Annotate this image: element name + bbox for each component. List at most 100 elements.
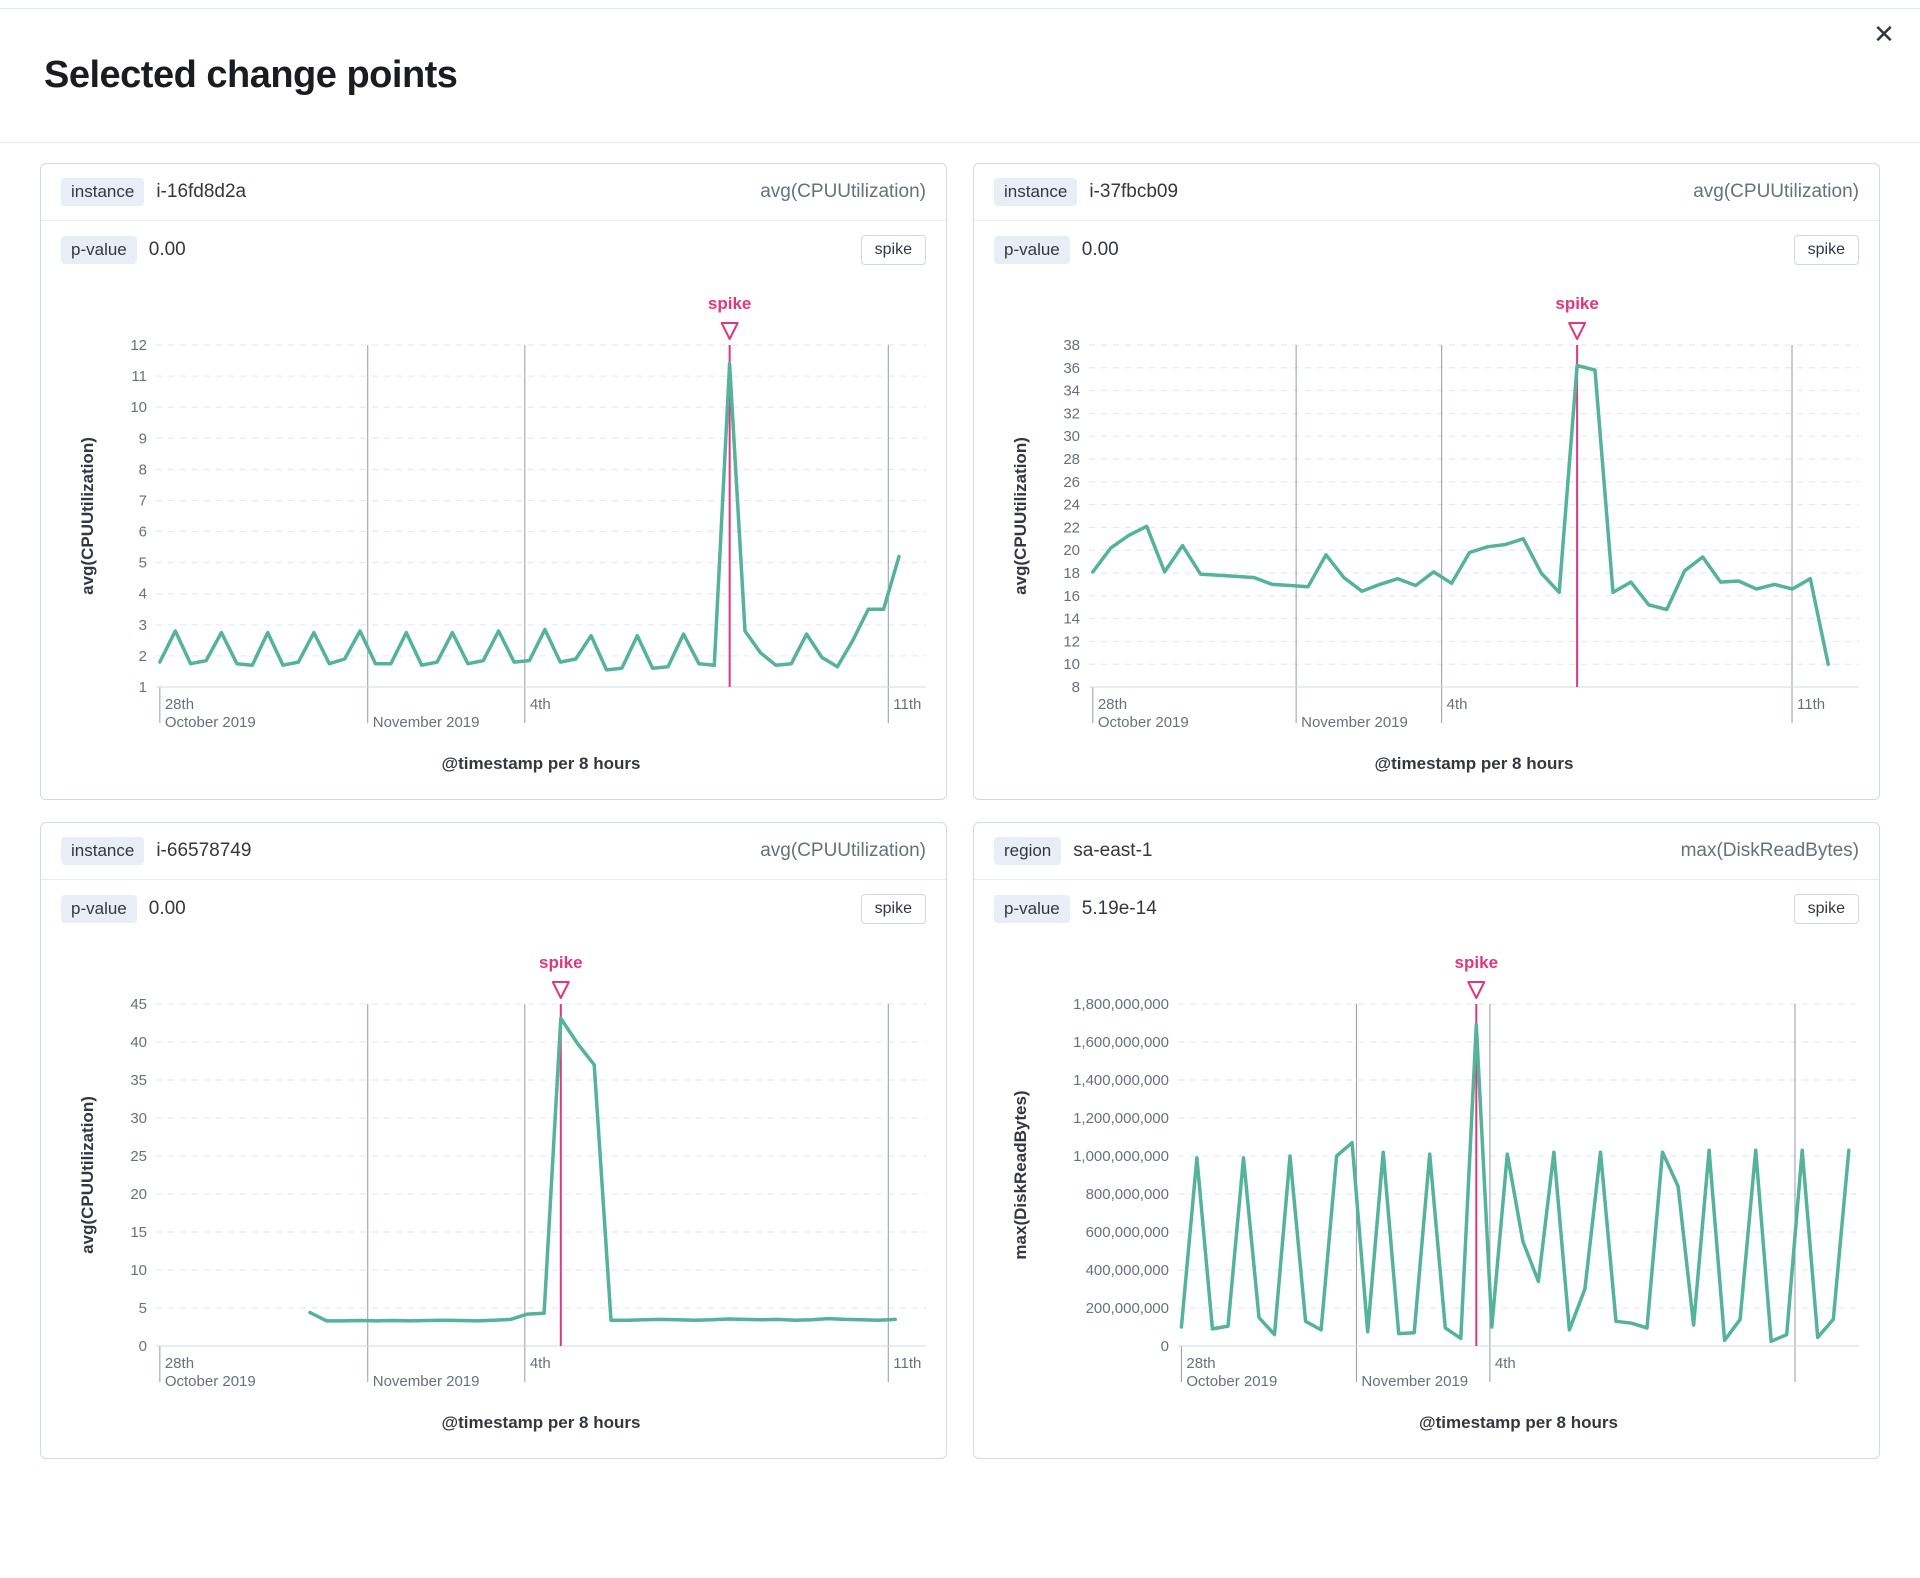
panel-header: instance i-37fbcb09 avg(CPUUtilization) — [974, 164, 1879, 221]
change-type-badge: spike — [860, 235, 926, 265]
svg-text:@timestamp per 8 hours: @timestamp per 8 hours — [442, 1413, 641, 1432]
modal-header: Selected change points — [0, 9, 1920, 143]
svg-text:40: 40 — [130, 1034, 147, 1051]
svg-text:24: 24 — [1063, 497, 1080, 514]
svg-text:October 2019: October 2019 — [165, 714, 256, 731]
pvalue-badge: p-value — [61, 235, 137, 265]
change-point-panel-4: region sa-east-1 max(DiskReadBytes) p-va… — [973, 822, 1880, 1459]
svg-text:November 2019: November 2019 — [1301, 714, 1408, 731]
page-top-edge — [0, 0, 1920, 9]
chart-instance-i-37fbcb09[interactable]: 38 36 34 32 30 28 26 24 22 20 18 16 14 12 10 8 28th Octob… — [974, 279, 1879, 789]
svg-text:October 2019: October 2019 — [1098, 714, 1189, 731]
field-badge: region — [994, 836, 1062, 866]
change-point-panel-3: instance i-66578749 avg(CPUUtilization) … — [40, 822, 947, 1459]
svg-text:28th: 28th — [165, 1355, 194, 1372]
panel-subheader: p-value 0.00 spike — [41, 221, 946, 279]
svg-text:@timestamp per 8 hours: @timestamp per 8 hours — [442, 754, 641, 773]
field-badge: instance — [61, 177, 145, 207]
svg-text:4: 4 — [139, 586, 147, 603]
svg-text:14: 14 — [1063, 611, 1080, 628]
svg-text:22: 22 — [1063, 519, 1080, 536]
field-badge: instance — [61, 836, 145, 866]
svg-text:@timestamp per 8 hours: @timestamp per 8 hours — [1419, 1413, 1618, 1432]
svg-text:16: 16 — [1063, 588, 1080, 605]
svg-text:3: 3 — [139, 617, 147, 634]
svg-text:5: 5 — [139, 555, 147, 572]
svg-text:28: 28 — [1063, 451, 1080, 468]
svg-text:0: 0 — [1161, 1338, 1169, 1355]
pvalue-value: 0.00 — [1081, 239, 1119, 260]
svg-text:spike: spike — [1455, 953, 1498, 972]
svg-text:1,600,000,000: 1,600,000,000 — [1073, 1034, 1169, 1051]
svg-text:200,000,000: 200,000,000 — [1086, 1300, 1169, 1317]
svg-text:600,000,000: 600,000,000 — [1086, 1224, 1169, 1241]
svg-text:spike: spike — [1555, 294, 1598, 313]
svg-text:November 2019: November 2019 — [373, 714, 480, 731]
field-value: i-37fbcb09 — [1089, 181, 1179, 202]
pvalue-badge: p-value — [994, 894, 1070, 924]
svg-text:15: 15 — [130, 1224, 147, 1241]
change-type-badge: spike — [1793, 235, 1859, 265]
svg-text:45: 45 — [130, 996, 147, 1013]
chart-instance-i-66578749[interactable]: 45 40 35 30 25 20 15 10 5 0 28th October 2019 Novemb… — [41, 938, 946, 1448]
svg-text:26: 26 — [1063, 474, 1080, 491]
change-type-badge: spike — [860, 894, 926, 924]
change-point-panel-1: instance i-16fd8d2a avg(CPUUtilization) … — [40, 163, 947, 800]
modal-title: Selected change points — [44, 54, 458, 96]
svg-text:12: 12 — [1063, 633, 1080, 650]
svg-text:November 2019: November 2019 — [1361, 1373, 1468, 1390]
panel-subheader: p-value 5.19e-14 spike — [974, 880, 1879, 938]
svg-text:28th: 28th — [1186, 1355, 1215, 1372]
svg-text:400,000,000: 400,000,000 — [1086, 1262, 1169, 1279]
svg-text:1,400,000,000: 1,400,000,000 — [1073, 1072, 1169, 1089]
field-value: sa-east-1 — [1073, 840, 1153, 861]
svg-text:20: 20 — [1063, 542, 1080, 559]
svg-text:October 2019: October 2019 — [165, 1373, 256, 1390]
metric-label: avg(CPUUtilization) — [1693, 181, 1859, 202]
svg-text:November 2019: November 2019 — [373, 1373, 480, 1390]
chart-instance-i-16fd8d2a[interactable]: 12 11 10 9 8 7 6 5 4 3 2 1 28th October 2019 November … — [41, 279, 946, 789]
svg-text:11th: 11th — [893, 696, 921, 713]
pvalue-value: 0.00 — [148, 898, 186, 919]
panel-header: instance i-66578749 avg(CPUUtilization) — [41, 823, 946, 880]
metric-label: avg(CPUUtilization) — [760, 181, 926, 202]
panel-subheader: p-value 0.00 spike — [974, 221, 1879, 279]
panel-header: region sa-east-1 max(DiskReadBytes) — [974, 823, 1879, 880]
pvalue-badge: p-value — [994, 235, 1070, 265]
svg-text:35: 35 — [130, 1072, 147, 1089]
svg-text:800,000,000: 800,000,000 — [1086, 1186, 1169, 1203]
panel-header: instance i-16fd8d2a avg(CPUUtilization) — [41, 164, 946, 221]
svg-text:4th: 4th — [530, 696, 551, 713]
svg-text:18: 18 — [1063, 565, 1080, 582]
svg-text:11: 11 — [131, 368, 147, 385]
svg-text:6: 6 — [139, 524, 147, 541]
svg-text:avg(CPUUtilization): avg(CPUUtilization) — [78, 437, 97, 595]
field-value: i-16fd8d2a — [156, 181, 247, 202]
change-type-badge: spike — [1793, 894, 1859, 924]
close-icon[interactable]: ✕ — [1864, 14, 1904, 54]
svg-text:4th: 4th — [1495, 1355, 1516, 1372]
metric-label: avg(CPUUtilization) — [760, 840, 926, 861]
svg-text:10: 10 — [130, 1262, 147, 1279]
pvalue-badge: p-value — [61, 894, 137, 924]
svg-text:October 2019: October 2019 — [1186, 1373, 1277, 1390]
svg-text:4th: 4th — [530, 1355, 551, 1372]
field-value: i-66578749 — [156, 840, 252, 861]
svg-text:36: 36 — [1063, 360, 1080, 377]
svg-text:2: 2 — [139, 648, 147, 665]
svg-text:32: 32 — [1063, 405, 1080, 422]
change-point-panel-2: instance i-37fbcb09 avg(CPUUtilization) … — [973, 163, 1880, 800]
svg-text:1,200,000,000: 1,200,000,000 — [1073, 1110, 1169, 1127]
svg-text:0: 0 — [139, 1338, 147, 1355]
chart-region-sa-east-1[interactable]: 1,800,000,000 1,600,000,000 1,400,000,000 1… — [974, 938, 1879, 1448]
svg-text:7: 7 — [139, 492, 147, 509]
svg-text:spike: spike — [708, 294, 751, 313]
svg-text:9: 9 — [139, 430, 147, 447]
svg-text:avg(CPUUtilization): avg(CPUUtilization) — [1011, 437, 1030, 595]
pvalue-value: 5.19e-14 — [1081, 898, 1157, 919]
field-badge: instance — [994, 177, 1078, 207]
panel-subheader: p-value 0.00 spike — [41, 880, 946, 938]
svg-text:avg(CPUUtilization): avg(CPUUtilization) — [78, 1096, 97, 1254]
svg-text:25: 25 — [130, 1148, 147, 1165]
metric-label: max(DiskReadBytes) — [1680, 840, 1859, 861]
